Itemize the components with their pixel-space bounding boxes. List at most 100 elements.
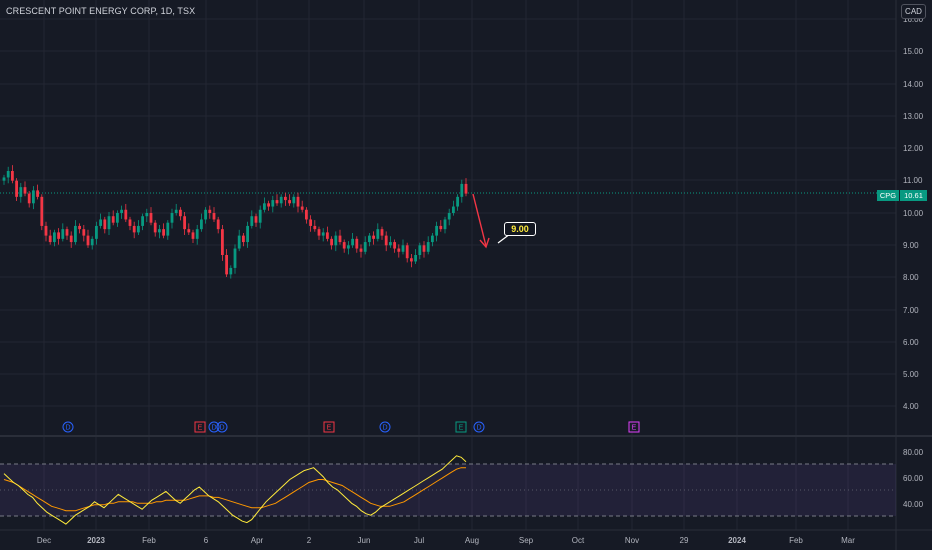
time-label: Nov — [625, 536, 639, 545]
candle — [225, 249, 228, 277]
candle — [309, 215, 312, 232]
candle — [347, 241, 350, 255]
candle — [57, 228, 60, 245]
candle — [431, 233, 434, 247]
candle — [279, 194, 283, 208]
dividend-marker[interactable]: D — [216, 421, 228, 433]
candle — [321, 228, 325, 242]
candle — [305, 207, 308, 224]
down-arrow-drawing[interactable] — [472, 193, 490, 249]
target-price-callout[interactable]: 9.00 — [504, 222, 536, 236]
dividend-marker[interactable]: D — [379, 421, 391, 433]
candle — [250, 210, 254, 229]
candle — [103, 216, 107, 234]
candle — [149, 207, 153, 226]
candle — [65, 226, 69, 240]
time-label: 29 — [680, 536, 689, 545]
candle — [86, 229, 90, 248]
price-grid — [0, 0, 896, 530]
time-label: Mar — [841, 536, 855, 545]
time-label: 2023 — [87, 536, 105, 545]
candle — [233, 244, 237, 274]
price-tick: 13.00 — [903, 112, 924, 121]
candle — [170, 208, 174, 229]
candle — [246, 221, 249, 248]
candle — [200, 213, 203, 232]
candle — [242, 233, 245, 247]
dividend-marker[interactable]: D — [208, 421, 220, 433]
candle — [351, 233, 354, 248]
rsi-line — [3, 455, 467, 525]
candle — [162, 223, 165, 239]
candle — [363, 236, 367, 255]
price-tick: 16.00 — [903, 15, 924, 24]
svg-text:D: D — [211, 425, 216, 432]
candle — [116, 210, 119, 227]
candle — [187, 223, 191, 235]
earnings-marker[interactable]: E — [628, 421, 640, 433]
price-tick: 11.00 — [903, 176, 923, 185]
candle — [267, 200, 270, 211]
candle — [334, 231, 338, 252]
candle — [183, 212, 186, 235]
candle — [53, 229, 56, 247]
candle — [380, 226, 384, 240]
candle — [414, 249, 417, 265]
candle — [368, 233, 371, 247]
candle — [435, 221, 438, 242]
candle — [275, 194, 279, 206]
candle — [216, 216, 220, 234]
price-tick: 10.00 — [903, 209, 924, 218]
time-label: Oct — [572, 536, 585, 545]
candle — [107, 212, 111, 235]
candle — [221, 224, 224, 261]
dividend-marker[interactable]: D — [62, 421, 74, 433]
candle — [141, 213, 144, 231]
candle — [342, 239, 346, 253]
candle — [288, 194, 291, 206]
candle — [44, 221, 48, 242]
candle — [208, 205, 212, 219]
time-label: Feb — [789, 536, 803, 545]
candle — [393, 239, 396, 253]
rsi-tick: 40.00 — [903, 500, 924, 509]
price-tick: 6.00 — [903, 338, 919, 347]
candle — [229, 265, 233, 279]
candle — [32, 186, 35, 210]
dividend-marker[interactable]: D — [473, 421, 485, 433]
candle — [447, 208, 451, 226]
earnings-marker[interactable]: E — [323, 421, 335, 433]
symbol-title[interactable]: CRESCENT POINT ENERGY CORP, 1D, TSX — [6, 6, 196, 16]
candle — [410, 254, 413, 268]
currency-button[interactable]: CAD — [901, 4, 926, 19]
candle — [397, 244, 401, 258]
candle — [263, 197, 266, 213]
candle — [258, 205, 262, 229]
candle — [74, 220, 77, 245]
price-tick: 8.00 — [903, 273, 919, 282]
candle — [254, 213, 258, 227]
price-tick: 12.00 — [903, 144, 924, 153]
candle — [338, 229, 342, 245]
rsi-tick: 80.00 — [903, 448, 924, 457]
svg-text:D: D — [65, 425, 70, 432]
candle — [132, 221, 136, 239]
price-tick: 9.00 — [903, 241, 919, 250]
candle — [439, 220, 443, 232]
candle — [40, 194, 44, 231]
candle — [179, 207, 182, 221]
candle — [452, 200, 455, 216]
time-label: Jun — [358, 536, 371, 545]
candle — [204, 207, 207, 224]
candle — [137, 220, 140, 235]
earnings-marker[interactable]: E — [455, 421, 467, 433]
candle — [313, 220, 317, 232]
candle — [95, 221, 98, 245]
candle — [372, 231, 375, 245]
svg-text:E: E — [198, 425, 203, 432]
candle — [191, 229, 195, 244]
earnings-marker[interactable]: E — [194, 421, 206, 433]
candle — [120, 205, 123, 219]
candle — [82, 224, 86, 242]
